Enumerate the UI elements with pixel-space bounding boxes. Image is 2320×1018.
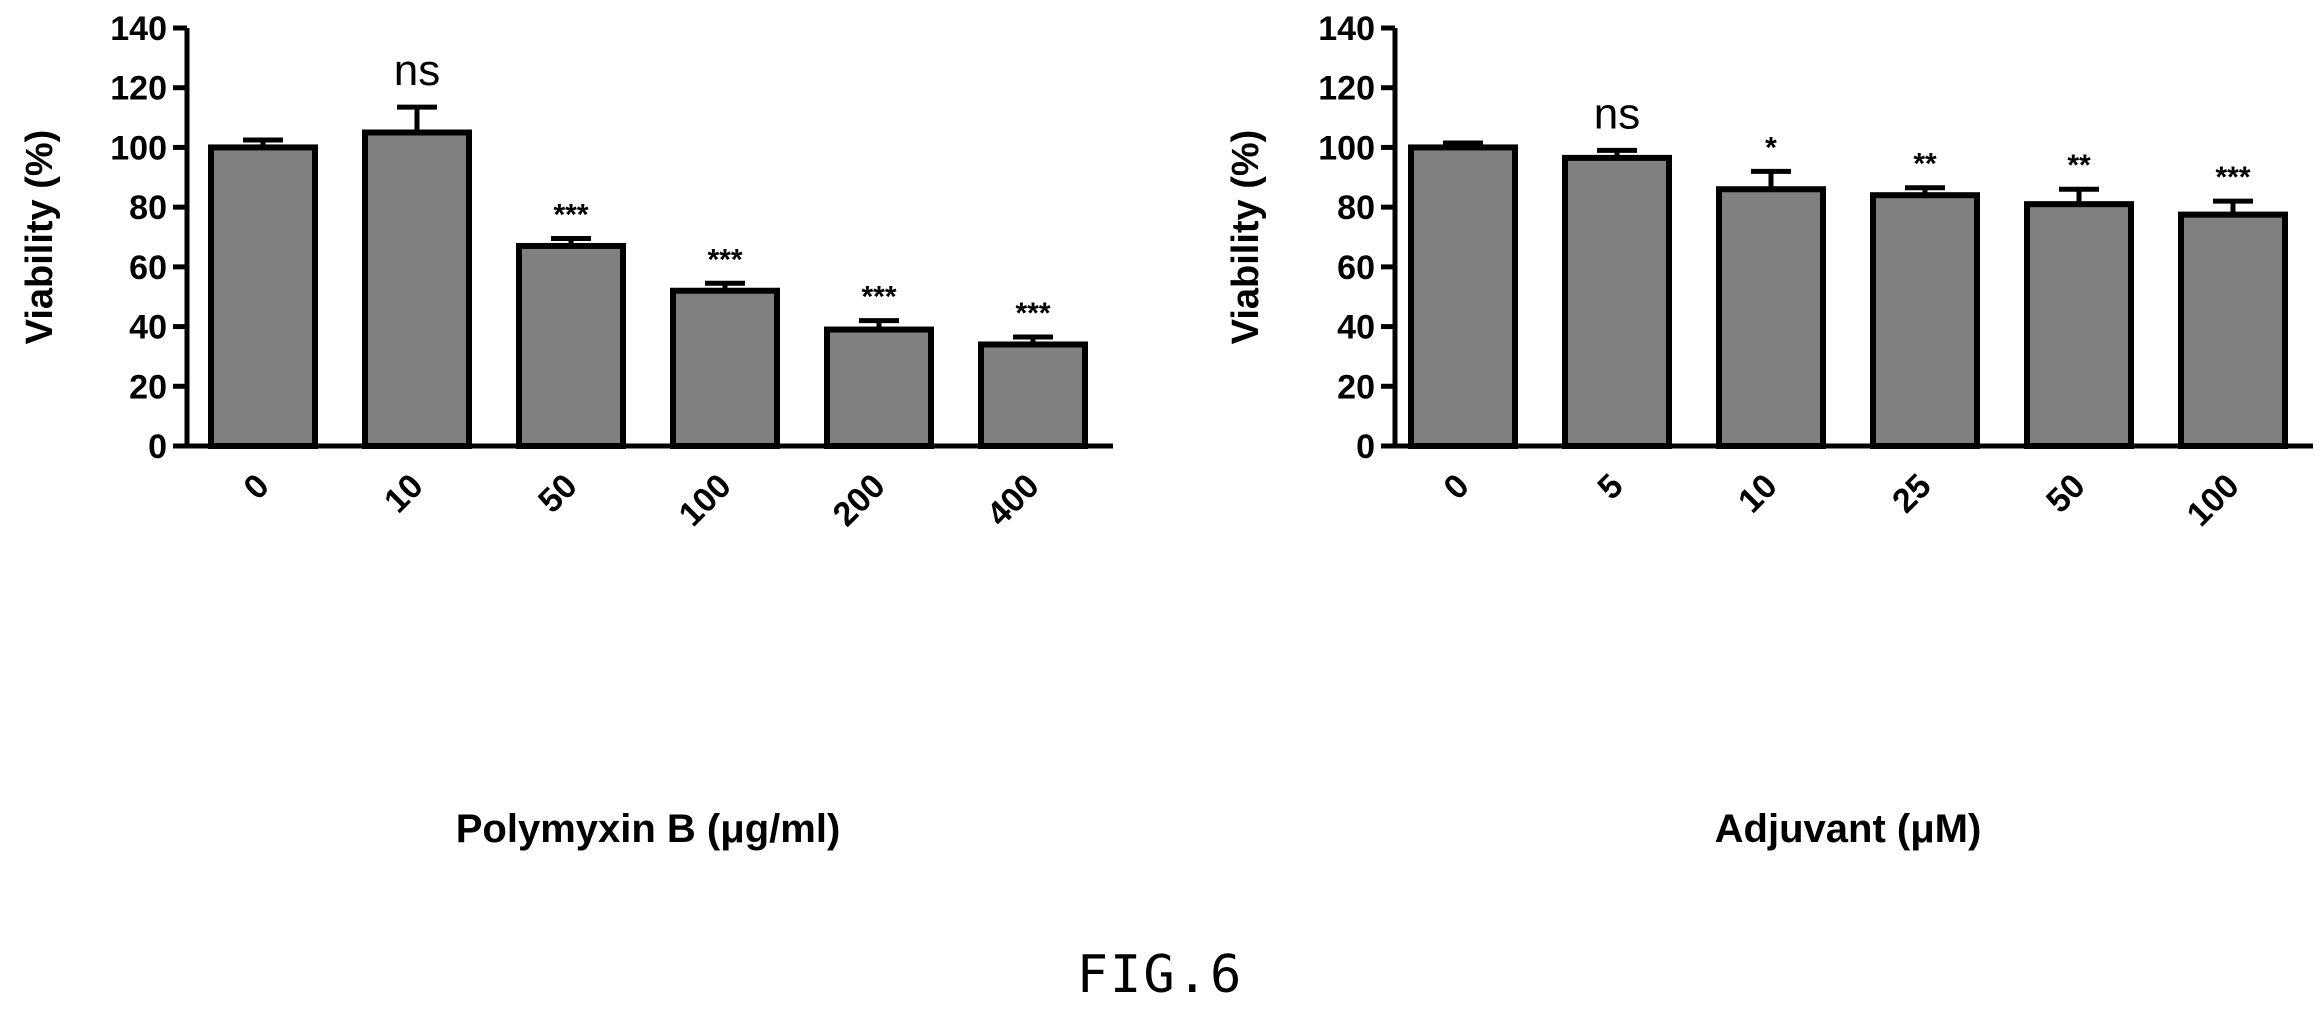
chart-adjuvant: 0 20 40 60 80 100 120 140 Viability (%) 0 ns 5 * 10 **… xyxy=(1225,10,2313,851)
y-tick-label: 60 xyxy=(1337,249,1375,287)
bar xyxy=(362,129,472,449)
x-tick-label: 100 xyxy=(672,467,739,534)
y-tick-label: 140 xyxy=(1318,10,1375,48)
significance-label: * xyxy=(1765,131,1777,164)
y-tick-label: 80 xyxy=(129,189,167,227)
x-axis-title: Polymyxin B (μg/ml) xyxy=(456,807,841,851)
significance-label: *** xyxy=(553,198,588,231)
x-tick-label: 100 xyxy=(2180,467,2247,534)
y-tick-label: 20 xyxy=(129,368,167,406)
y-axis-title: Viability (%) xyxy=(19,130,61,345)
y-tick-label: 100 xyxy=(1318,129,1375,167)
significance-label: ** xyxy=(2067,149,2091,182)
x-tick-label: 50 xyxy=(2039,467,2093,521)
bar xyxy=(1716,186,1826,449)
bar xyxy=(978,341,1088,449)
x-tick-label: 25 xyxy=(1885,467,1939,521)
chart-polymyxin-b: 0 20 40 60 80 100 120 140 Viability (%) 0 ns 10 *** 5… xyxy=(19,10,1113,851)
y-tick-label: 60 xyxy=(129,249,167,287)
significance-label: *** xyxy=(707,243,742,276)
x-tick-label: 10 xyxy=(1731,467,1785,521)
bar xyxy=(1562,154,1672,449)
y-tick-label: 120 xyxy=(1318,70,1375,108)
bar xyxy=(516,242,626,449)
significance-label: ns xyxy=(394,46,440,95)
y-tick-label: 100 xyxy=(110,129,167,167)
bar xyxy=(1870,192,1980,449)
y-tick-label: 0 xyxy=(148,428,167,466)
bar xyxy=(670,287,780,449)
significance-label: *** xyxy=(861,281,896,314)
significance-label: *** xyxy=(1015,297,1050,330)
x-tick-label: 0 xyxy=(236,467,276,507)
x-tick-label: 50 xyxy=(531,467,585,521)
bar xyxy=(1408,144,1518,450)
significance-label: *** xyxy=(2215,161,2250,194)
figure-caption: FIG.6 xyxy=(1076,945,1244,1005)
y-tick-label: 80 xyxy=(1337,189,1375,227)
x-tick-label: 200 xyxy=(826,467,893,534)
y-tick-label: 20 xyxy=(1337,368,1375,406)
bar xyxy=(2024,201,2134,449)
y-tick-label: 120 xyxy=(110,70,167,108)
x-tick-label: 10 xyxy=(377,467,431,521)
y-tick-label: 40 xyxy=(1337,309,1375,347)
significance-label: ** xyxy=(1913,148,1937,181)
y-tick-label: 0 xyxy=(1356,428,1375,466)
y-tick-label: 40 xyxy=(129,309,167,347)
bar xyxy=(208,144,318,450)
bar xyxy=(824,326,934,449)
bar xyxy=(2178,211,2288,449)
significance-label: ns xyxy=(1594,89,1640,138)
y-tick-label: 140 xyxy=(110,10,167,48)
x-tick-label: 0 xyxy=(1436,467,1476,507)
y-axis-title: Viability (%) xyxy=(1225,130,1267,345)
x-axis-title: Adjuvant (μM) xyxy=(1715,807,1982,851)
x-tick-label: 5 xyxy=(1590,467,1630,507)
x-tick-label: 400 xyxy=(980,467,1047,534)
